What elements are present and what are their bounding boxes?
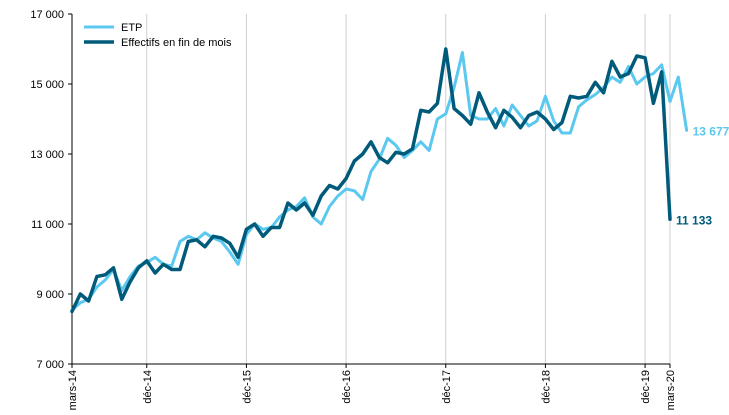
series-line-1 xyxy=(70,51,689,312)
x-tick-label: déc-18 xyxy=(540,370,552,404)
end-label-2: 11 133 xyxy=(676,213,712,227)
x-tick-label: déc-19 xyxy=(640,370,652,404)
x-tick-label: déc-15 xyxy=(241,370,253,404)
x-tick-label: mars-20 xyxy=(665,370,677,410)
x-tick-label: déc-16 xyxy=(341,370,353,404)
grid-lines xyxy=(146,14,671,364)
series-line-2 xyxy=(70,47,672,314)
y-tick-label: 15 000 xyxy=(30,79,64,91)
legend-label-2: Effectifs en fin de mois xyxy=(121,37,232,49)
y-tick-label: 11 000 xyxy=(31,219,64,231)
x-tick-label: mars-14 xyxy=(67,370,79,410)
end-labels: 13 677 11 133 xyxy=(676,124,729,227)
series-lines xyxy=(70,47,689,314)
legend-label-1: ETP xyxy=(121,22,142,34)
y-tick-label: 7 000 xyxy=(36,359,64,371)
x-tick-label: déc-17 xyxy=(441,370,453,404)
y-tick-label: 17 000 xyxy=(30,9,64,21)
axes xyxy=(71,14,670,365)
x-tick-label: déc-14 xyxy=(142,370,154,404)
x-axis-ticks: mars-14 déc-14 déc-15 déc-16 déc-17 déc-18 déc… xyxy=(67,364,677,410)
y-tick-label: 9 000 xyxy=(36,289,64,301)
end-label-1: 13 677 xyxy=(693,124,729,138)
y-axis-ticks: 7 000 9 000 11 000 13 000 15 000 17 000 xyxy=(30,9,72,371)
y-tick-label: 13 000 xyxy=(30,149,64,161)
legend: ETP Effectifs en fin de mois xyxy=(84,22,232,49)
